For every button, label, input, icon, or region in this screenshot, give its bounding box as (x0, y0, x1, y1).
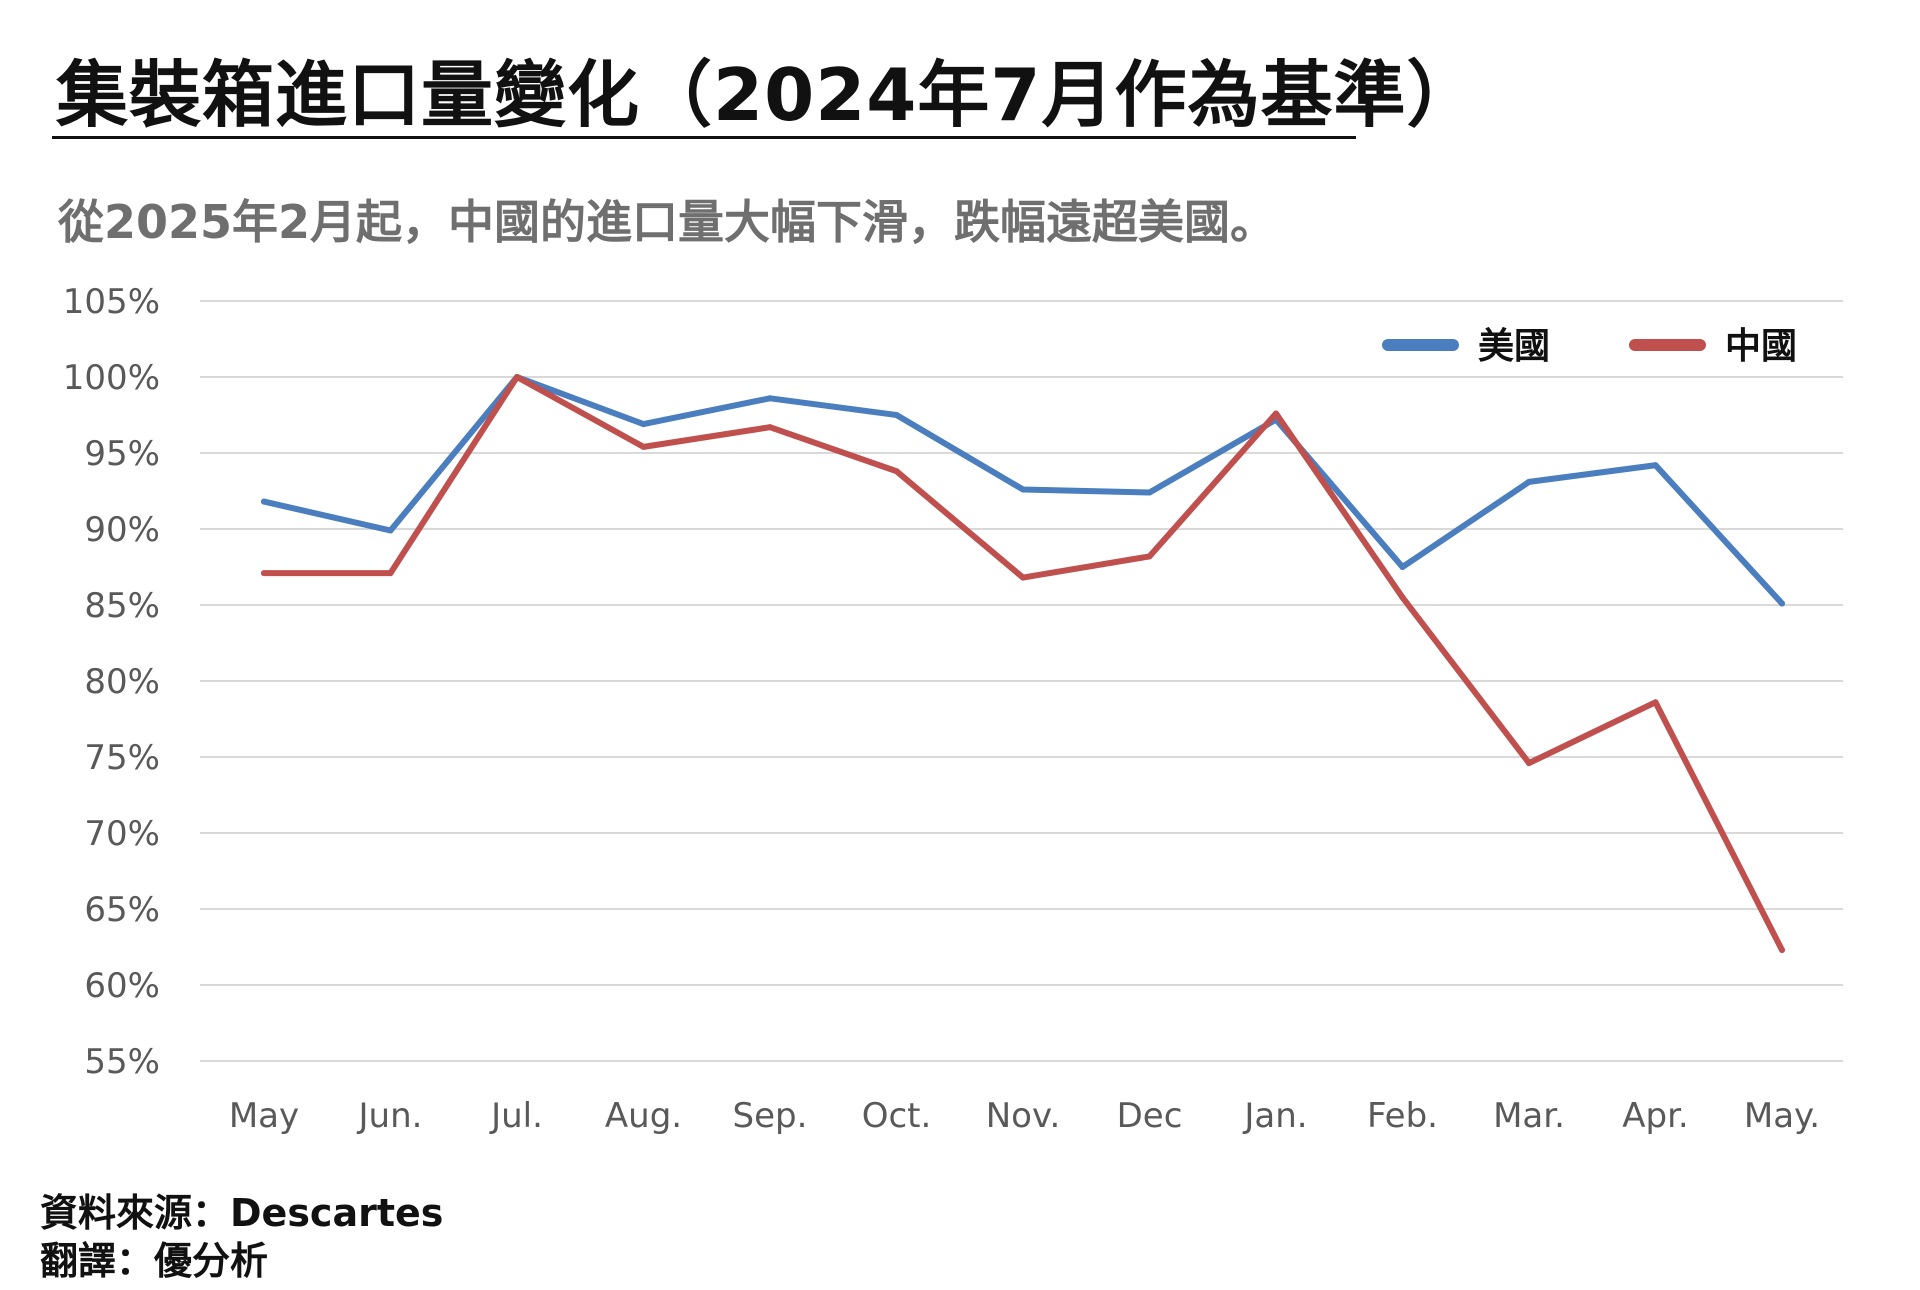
data-point (767, 395, 773, 402)
x-tick-label: Jan. (1242, 1096, 1307, 1136)
data-point (1779, 947, 1785, 954)
data-point (1652, 699, 1659, 706)
series-line-1 (261, 374, 1785, 953)
x-tick-label: Jun. (357, 1096, 423, 1136)
x-tick-label: May. (1744, 1096, 1820, 1136)
data-point (1779, 600, 1785, 607)
legend-label: 美國 (1478, 326, 1550, 367)
y-tick-label: 55% (84, 1042, 160, 1082)
y-axis-tick-labels: 105% 100% 95% 90% 85% 80% 75% 70% 65% 60% 55% (63, 282, 160, 1082)
y-tick-label: 105% (63, 282, 160, 322)
data-point (640, 421, 647, 428)
y-tick-label: 90% (84, 510, 160, 550)
data-point (1526, 478, 1532, 485)
source-note: 資料來源：Descartes (40, 1191, 444, 1235)
series-lines (261, 374, 1785, 954)
chart-subtitle: 從2025年2月起，中國的進口量大幅下滑，跌幅遠超美國。 (58, 195, 1277, 249)
x-tick-label: Mar. (1493, 1096, 1565, 1136)
x-tick-label: Aug. (605, 1096, 682, 1136)
x-tick-label: Sep. (733, 1096, 808, 1136)
x-axis-tick-labels: May Jun. Jul. Aug. Sep. Oct. Nov. Dec Jan. Feb. Ma… (229, 1096, 1820, 1136)
data-point (261, 498, 267, 505)
x-tick-label: May (229, 1096, 299, 1136)
data-point (387, 570, 394, 577)
title-underline (52, 136, 1356, 139)
y-tick-label: 75% (84, 738, 160, 778)
y-tick-label: 100% (63, 358, 160, 398)
data-point (1020, 574, 1026, 581)
x-tick-label: Nov. (986, 1096, 1061, 1136)
data-point (1526, 760, 1532, 767)
gridlines (200, 300, 1843, 1062)
data-point (1399, 564, 1406, 570)
data-point (1146, 489, 1153, 496)
y-tick-label: 85% (84, 586, 160, 626)
data-point (514, 374, 520, 380)
data-point (640, 443, 647, 450)
data-point (893, 412, 900, 418)
y-tick-label: 80% (84, 662, 160, 702)
data-point (1273, 410, 1279, 417)
data-point (1652, 462, 1659, 469)
y-tick-label: 60% (84, 966, 160, 1006)
data-point (893, 468, 900, 475)
x-tick-label: Oct. (862, 1096, 932, 1136)
data-point (261, 570, 267, 577)
legend-label: 中國 (1725, 326, 1797, 367)
line-chart: 105% 100% 95% 90% 85% 80% 75% 70% 65% 60% 55% May J… (63, 282, 1843, 1136)
x-tick-label: Jul. (489, 1096, 543, 1136)
y-tick-label: 65% (84, 890, 160, 930)
data-point (387, 527, 394, 534)
y-tick-label: 95% (84, 434, 160, 474)
x-tick-label: Dec (1117, 1096, 1183, 1136)
legend: 美國 中國 (1382, 326, 1797, 367)
data-point (1146, 553, 1153, 560)
data-point (1399, 594, 1406, 601)
x-tick-label: Apr. (1622, 1096, 1689, 1136)
y-tick-label: 70% (84, 814, 160, 854)
chart-title: 集裝箱進口量變化（2024年7月作為基準） (56, 53, 1480, 137)
translator-note: 翻譯：優分析 (40, 1239, 269, 1283)
data-point (767, 424, 773, 431)
data-point (1020, 486, 1026, 493)
x-tick-label: Feb. (1367, 1096, 1438, 1136)
